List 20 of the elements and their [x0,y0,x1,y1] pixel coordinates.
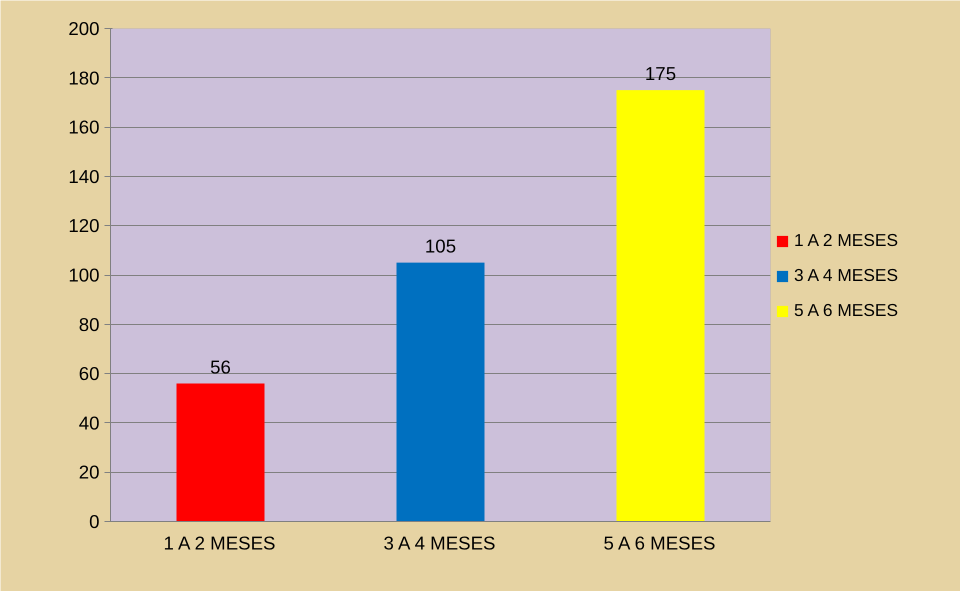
legend-label: 3 A 4 MESES [794,265,898,286]
y-tick-label: 0 [89,511,100,532]
legend-label: 1 A 2 MESES [794,230,898,251]
y-tick-label: 200 [68,18,100,39]
y-tick-label: 20 [78,462,100,483]
y-tick-label: 140 [68,166,100,187]
x-tick-label: 1 A 2 MESES [163,532,276,554]
data-label: 175 [644,63,676,84]
y-tick-label: 40 [78,412,100,434]
y-tick-label: 100 [68,264,100,286]
y-tick-label: 60 [78,363,100,384]
legend-label: 5 A 6 MESES [794,300,898,321]
x-tick-label: 5 A 6 MESES [603,532,716,554]
y-tick-label: 180 [68,67,100,88]
data-label: 56 [210,356,231,378]
y-tick-label: 80 [78,314,100,335]
y-tick-label: 160 [68,116,100,138]
x-tick-label: 3 A 4 MESES [383,532,496,554]
data-label: 105 [424,236,456,257]
y-tick-label: 120 [68,215,100,236]
